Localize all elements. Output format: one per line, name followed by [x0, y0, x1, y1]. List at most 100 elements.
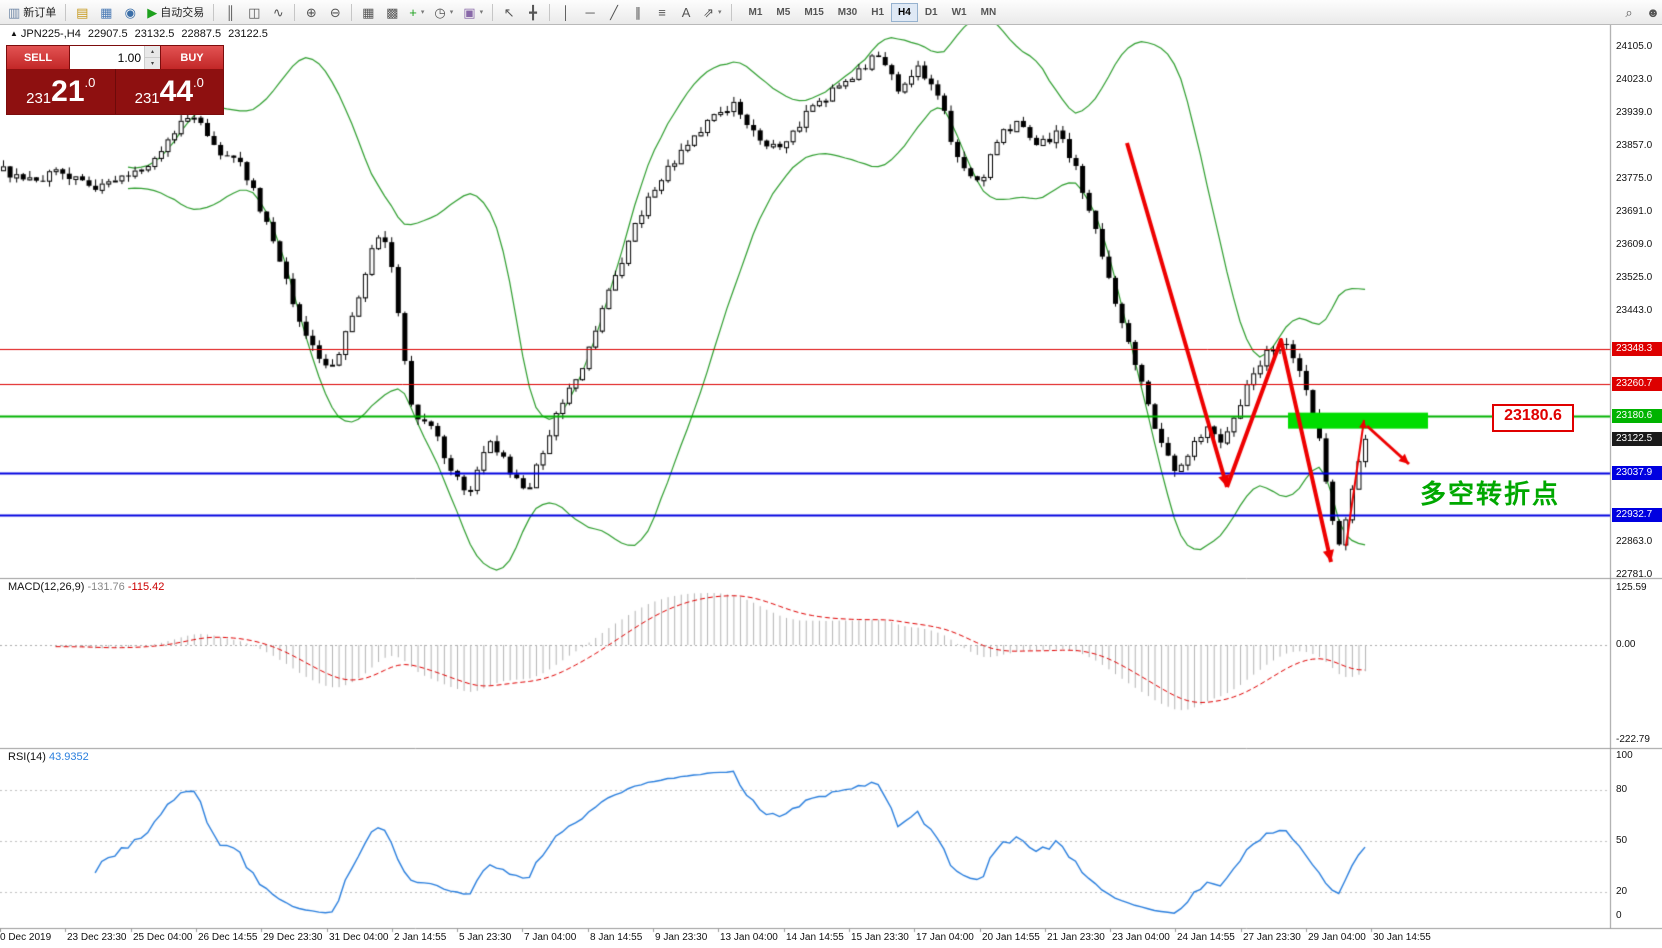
rsi-axis-label: 50: [1616, 835, 1628, 846]
vertical-line-button[interactable]: │: [555, 2, 577, 22]
toolbar-separator: [65, 3, 67, 21]
zoom-out-icon: ⊖: [329, 4, 341, 20]
timeframe-m5[interactable]: M5: [769, 3, 797, 22]
marketwatch-button[interactable]: ◉: [119, 2, 141, 22]
timeframe-m1[interactable]: M1: [742, 3, 770, 22]
annotation-note-text[interactable]: 多空转折点: [1420, 479, 1561, 509]
strategy-navigator-icon: ▦: [100, 4, 113, 20]
rsi-axis-label: 100: [1616, 750, 1633, 761]
timeframe-m30[interactable]: M30: [831, 3, 864, 22]
volume-down-button[interactable]: ▾: [145, 58, 160, 69]
macd-axis-label: -222.79: [1616, 734, 1650, 745]
autotrade-icon: ▶: [147, 4, 158, 20]
current-price-badge: 23122.5: [1612, 431, 1662, 446]
periods-button[interactable]: ◷ ▾: [430, 2, 457, 22]
timeframe-group: M1 M5 M15 M30 H1 H4 D1 W1 MN: [742, 2, 1004, 22]
new-order-label: 新订单: [23, 7, 57, 19]
toolbar-separator: [492, 3, 494, 21]
line-chart-icon: ∿: [272, 4, 284, 20]
price-axis-label: 24023.0: [1616, 73, 1653, 85]
price-axis-label: 23775.0: [1616, 172, 1653, 184]
crosshair-button[interactable]: ╋: [522, 2, 544, 22]
time-axis-label: 15 Jan 23:30: [851, 932, 909, 943]
price-axis-label: 24105.0: [1616, 41, 1653, 52]
depth-of-market-button[interactable]: ▤: [71, 2, 93, 22]
templates-icon: ▣: [463, 4, 476, 20]
volume-input[interactable]: [70, 46, 144, 69]
depth-of-market-icon: ▤: [76, 4, 89, 20]
timeframe-d1[interactable]: D1: [918, 3, 945, 22]
toolbar-separator: [294, 3, 296, 21]
dropdown-caret-icon: ▾: [420, 9, 425, 16]
cascade-windows-button[interactable]: ▩: [381, 2, 403, 22]
crosshair-icon: ╋: [529, 4, 537, 20]
strategy-navigator-button[interactable]: ▦: [95, 2, 117, 22]
sell-button[interactable]: SELL: [7, 46, 69, 69]
symbol-name: JPN225-,H4: [20, 28, 81, 40]
macd-signal-value: -115.42: [127, 581, 165, 593]
toolbar-separator: [213, 3, 215, 21]
timeframe-m15[interactable]: M15: [797, 3, 830, 22]
channel-icon: ∥: [634, 4, 642, 20]
timeframe-w1[interactable]: W1: [945, 3, 974, 22]
dropdown-caret-icon: ▾: [449, 9, 454, 16]
autotrade-label: 自动交易: [160, 7, 205, 19]
new-chart-button[interactable]: + ▾: [405, 2, 428, 22]
chart-symbol-ohlc: ▲ JPN225-,H4 22907.5 23132.5 22887.5 23122.5: [10, 28, 275, 40]
new-order-button[interactable]: ▥ 新订单: [4, 2, 60, 22]
tile-windows-button[interactable]: ▦: [357, 2, 379, 22]
ohlc-high: 23132.5: [134, 28, 175, 40]
community-icon: ☻: [1646, 4, 1660, 20]
trade-panel-prices: 231 21.0 231 44.0: [7, 69, 223, 114]
new-chart-icon: +: [409, 4, 417, 20]
price-axis-label: 23939.0: [1616, 107, 1653, 119]
buy-price-display[interactable]: 231 44.0: [116, 69, 224, 114]
candlestick-chart-button[interactable]: ◫: [243, 2, 265, 22]
rsi-label: RSI(14) 43.9352: [8, 751, 89, 763]
symbol-marker-icon: ▲: [10, 29, 18, 38]
timeframe-h4[interactable]: H4: [891, 2, 918, 22]
horizontal-line-button[interactable]: ─: [579, 2, 601, 22]
tile-windows-icon: ▦: [362, 4, 375, 20]
cursor-button[interactable]: ↖: [498, 2, 520, 22]
price-tag-box[interactable]: 23180.6: [1492, 404, 1574, 432]
sell-price-pfx: 231: [26, 90, 52, 107]
time-axis-label: 13 Jan 04:00: [720, 932, 778, 943]
text-icon: A: [681, 4, 691, 20]
text-button[interactable]: A: [675, 2, 697, 22]
bar-chart-icon: ║: [225, 4, 235, 20]
time-axis-label: 5 Jan 23:30: [459, 932, 512, 943]
timeframe-h1[interactable]: H1: [864, 3, 891, 22]
community-button[interactable]: ☻: [1642, 2, 1662, 22]
candlestick-chart-icon: ◫: [248, 4, 261, 20]
fibonacci-button[interactable]: ≡: [651, 2, 673, 22]
volume-up-button[interactable]: ▴: [145, 46, 160, 58]
time-axis-label: 7 Jan 04:00: [524, 932, 577, 943]
price-level-badge: 23037.9: [1612, 465, 1662, 480]
ohlc-low: 22887.5: [181, 28, 222, 40]
zoom-out-button[interactable]: ⊖: [324, 2, 346, 22]
buy-price-pfx: 231: [134, 90, 160, 107]
bar-chart-button[interactable]: ║: [219, 2, 241, 22]
zoom-in-button[interactable]: ⊕: [300, 2, 322, 22]
zoom-in-icon: ⊕: [305, 4, 317, 20]
rsi-axis-label: 20: [1616, 886, 1628, 897]
price-level-badge: 23180.6: [1612, 408, 1662, 423]
time-axis-label: 30 Jan 14:55: [1373, 932, 1431, 943]
line-chart-button[interactable]: ∿: [267, 2, 289, 22]
ohlc-close: 23122.5: [228, 28, 268, 40]
search-button[interactable]: ⌕: [1618, 2, 1640, 22]
templates-button[interactable]: ▣ ▾: [459, 2, 487, 22]
sell-price-sup: .0: [84, 75, 96, 90]
toolbar-right: ⌕ ☻: [1617, 0, 1662, 24]
arrows-button[interactable]: ⇗ ▾: [699, 2, 725, 22]
autotrade-button[interactable]: ▶ 自动交易: [143, 2, 208, 22]
trendline-icon: ╱: [610, 4, 618, 20]
timeframe-mn[interactable]: MN: [974, 3, 1004, 22]
time-axis-label: 25 Dec 04:00: [133, 932, 193, 943]
trendline-button[interactable]: ╱: [603, 2, 625, 22]
channel-button[interactable]: ∥: [627, 2, 649, 22]
buy-button[interactable]: BUY: [161, 46, 223, 69]
sell-price-display[interactable]: 231 21.0: [7, 69, 116, 114]
